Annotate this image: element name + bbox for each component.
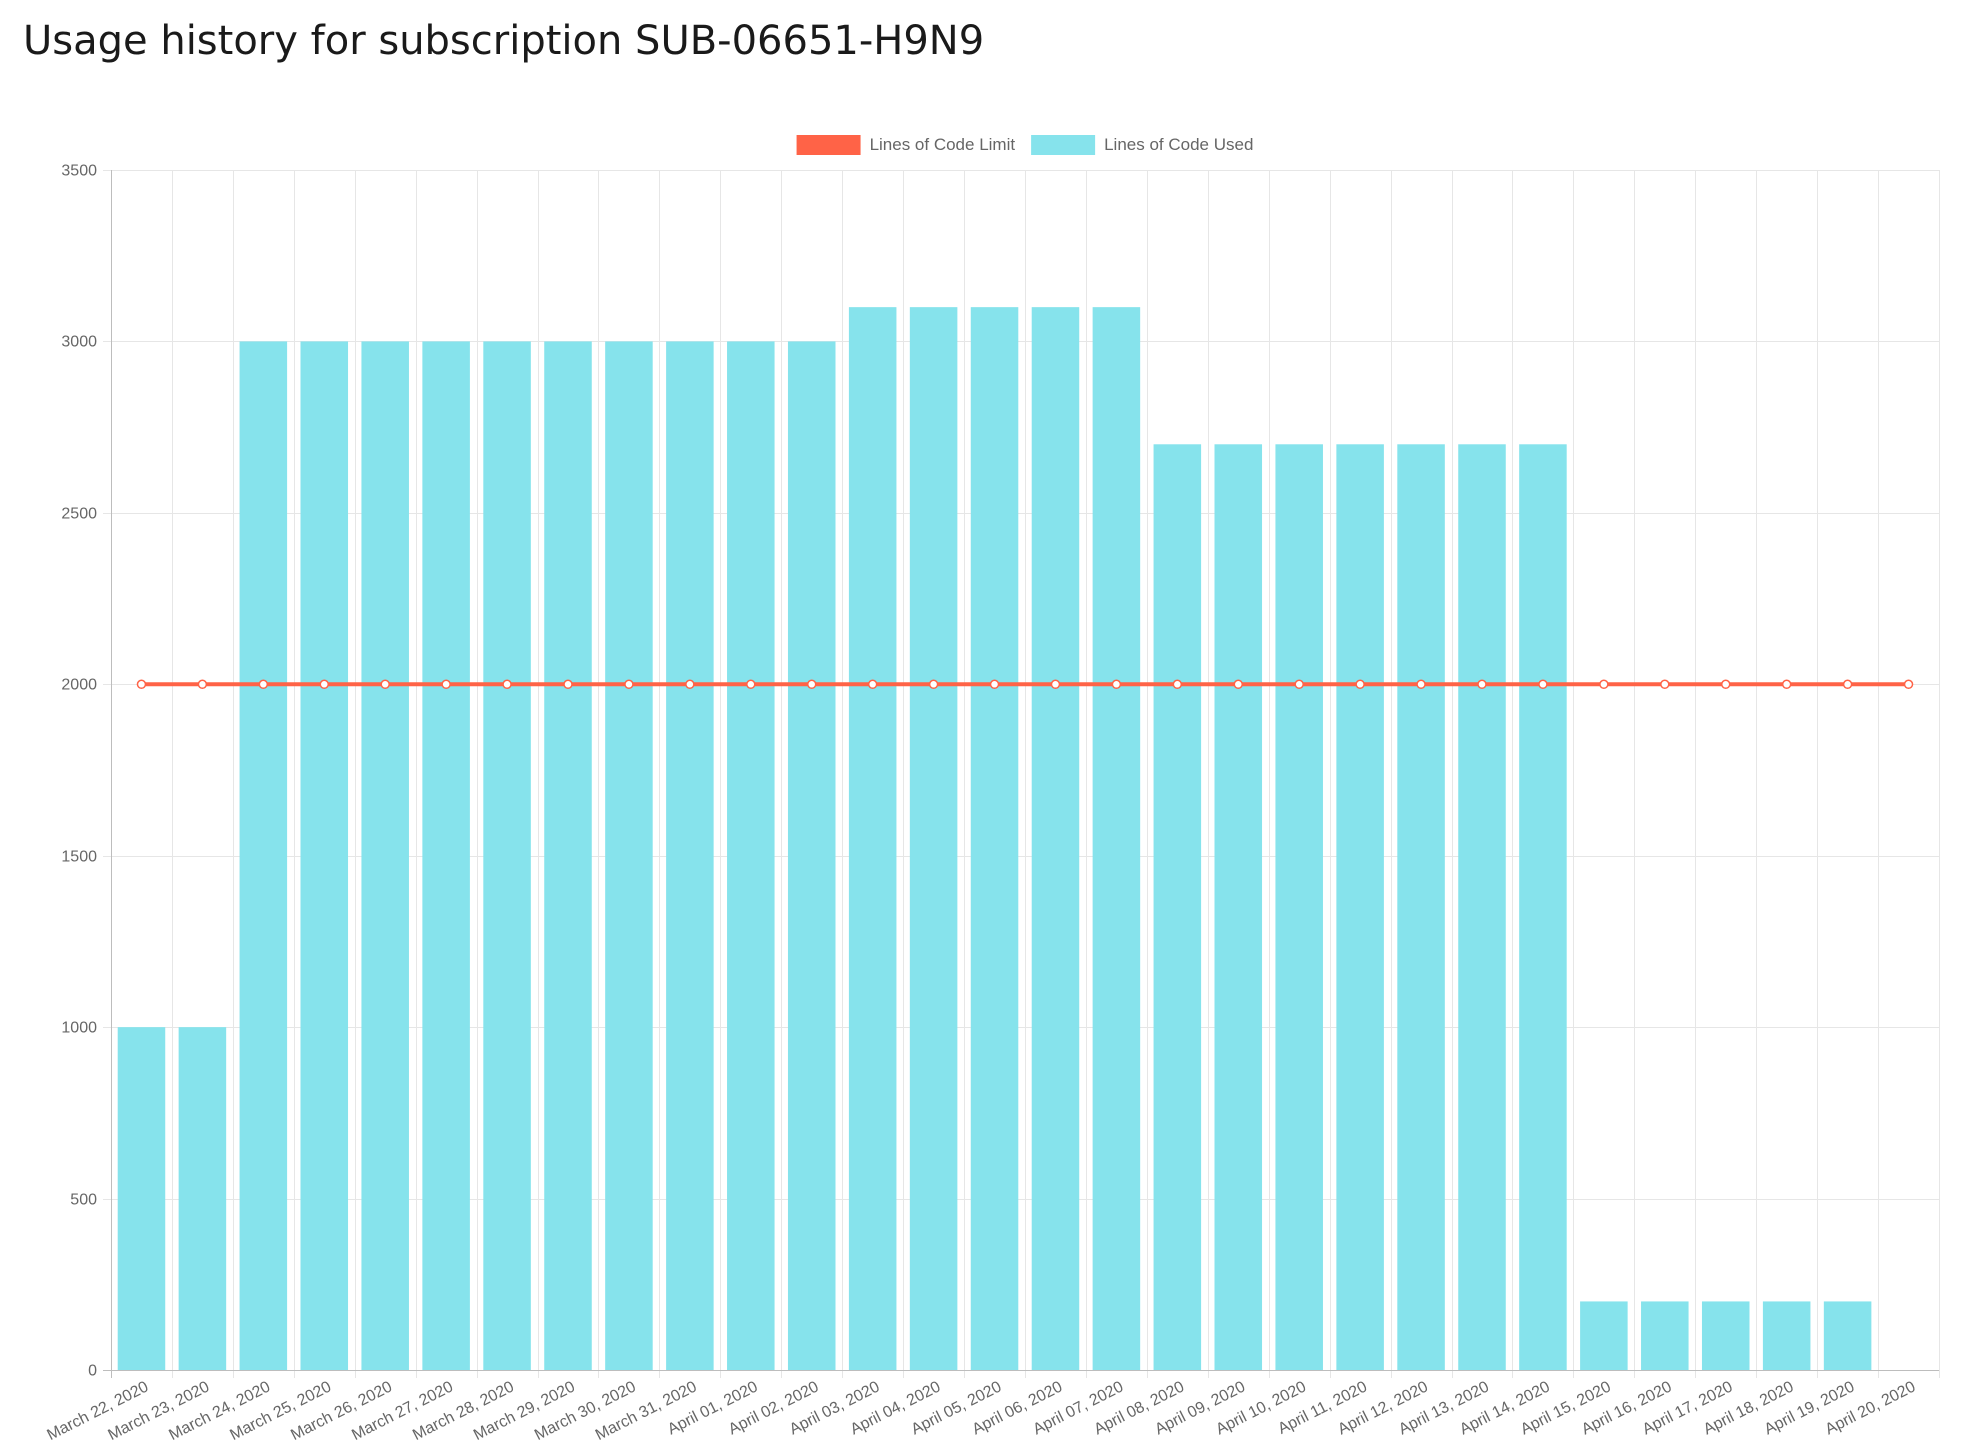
limit-point[interactable] — [258, 679, 269, 690]
limit-point[interactable] — [136, 679, 147, 690]
limit-point[interactable] — [806, 679, 817, 690]
limit-point[interactable] — [563, 679, 573, 690]
legend-item[interactable]: Lines of Code Limit — [796, 135, 1016, 155]
y-tick-label: 2500 — [61, 506, 97, 523]
bar-lines-of-code-used[interactable] — [1641, 1301, 1689, 1370]
grid-layer — [103, 170, 1940, 1378]
usage-chart-svg: 0 500 1000 1500 2000 2500 3000 3500 March 22, 20… — [44, 135, 1940, 1444]
limit-point[interactable] — [1477, 679, 1487, 690]
limit-point[interactable] — [1842, 679, 1853, 690]
x-tick-label: March 28, 2020 — [410, 1378, 517, 1444]
limit-point[interactable] — [624, 679, 634, 690]
bar-lines-of-code-used[interactable] — [1580, 1301, 1628, 1370]
limit-point[interactable] — [928, 679, 939, 690]
bar-lines-of-code-used[interactable] — [1823, 1301, 1872, 1370]
limit-point[interactable] — [1538, 679, 1548, 690]
x-tick-label: March 25, 2020 — [227, 1378, 334, 1444]
limit-point[interactable] — [1172, 679, 1183, 690]
line-layer — [136, 679, 1914, 690]
x-tick-label: March 30, 2020 — [532, 1378, 639, 1444]
limit-point[interactable] — [1720, 679, 1731, 690]
bar-layer — [117, 307, 1872, 1371]
bar-lines-of-code-used[interactable] — [117, 1027, 166, 1370]
y-tick-label: 3000 — [61, 334, 97, 351]
bar-lines-of-code-used[interactable] — [1275, 444, 1323, 1370]
limit-point[interactable] — [1111, 679, 1122, 690]
limit-point[interactable] — [685, 679, 695, 690]
bar-lines-of-code-used[interactable] — [1519, 444, 1567, 1370]
legend-swatch — [1031, 135, 1096, 155]
bar-lines-of-code-used[interactable] — [239, 341, 288, 1370]
y-tick-label: 500 — [70, 1192, 97, 1209]
limit-point[interactable] — [441, 679, 451, 690]
bar-lines-of-code-used[interactable] — [1153, 444, 1202, 1370]
y-tick-label: 3500 — [61, 163, 97, 180]
x-tick-label: March 29, 2020 — [471, 1378, 578, 1444]
legend-label: Lines of Code Limit — [870, 135, 1016, 154]
limit-point[interactable] — [1660, 679, 1670, 690]
x-tick-label: March 26, 2020 — [288, 1378, 395, 1444]
bar-lines-of-code-used[interactable] — [605, 341, 653, 1370]
bar-lines-of-code-used[interactable] — [422, 341, 470, 1370]
limit-point[interactable] — [1599, 679, 1609, 690]
legend-item[interactable]: Lines of Code Used — [1031, 135, 1253, 155]
bar-lines-of-code-used[interactable] — [909, 307, 958, 1371]
limit-point[interactable] — [1233, 679, 1244, 690]
limit-point[interactable] — [989, 679, 1000, 690]
bar-lines-of-code-used[interactable] — [787, 341, 836, 1370]
y-tick-label: 2000 — [61, 677, 97, 694]
limit-point[interactable] — [1050, 679, 1061, 690]
bar-lines-of-code-used[interactable] — [970, 307, 1019, 1371]
x-tick-label: March 31, 2020 — [593, 1378, 700, 1444]
bar-lines-of-code-used[interactable] — [1031, 307, 1080, 1371]
limit-point[interactable] — [867, 679, 878, 690]
limit-point[interactable] — [502, 679, 512, 690]
limit-point[interactable] — [380, 679, 390, 690]
bar-lines-of-code-used[interactable] — [666, 341, 714, 1370]
bar-lines-of-code-used[interactable] — [178, 1027, 227, 1370]
y-tick-label: 1000 — [61, 1020, 97, 1037]
x-tick-label: March 23, 2020 — [105, 1378, 212, 1444]
limit-point[interactable] — [1416, 679, 1426, 690]
usage-history-chart: 0 500 1000 1500 2000 2500 3000 3500 March 22, 20… — [0, 120, 1977, 1456]
bar-lines-of-code-used[interactable] — [848, 307, 897, 1371]
bar-lines-of-code-used[interactable] — [1397, 444, 1445, 1370]
bar-lines-of-code-used[interactable] — [1214, 444, 1263, 1370]
bar-lines-of-code-used[interactable] — [1701, 1301, 1750, 1370]
bar-lines-of-code-used[interactable] — [483, 341, 531, 1370]
bar-lines-of-code-used[interactable] — [1336, 444, 1384, 1370]
limit-point[interactable] — [1294, 679, 1304, 690]
bar-lines-of-code-used[interactable] — [727, 341, 775, 1370]
y-tick-label: 0 — [88, 1363, 97, 1380]
bar-lines-of-code-used[interactable] — [300, 341, 349, 1370]
limit-point[interactable] — [197, 679, 208, 690]
bar-lines-of-code-used[interactable] — [1762, 1301, 1811, 1370]
limit-point[interactable] — [319, 679, 330, 690]
limit-point[interactable] — [1355, 679, 1365, 690]
page-title: Usage history for subscription SUB-06651… — [23, 18, 985, 64]
bar-lines-of-code-used[interactable] — [361, 341, 409, 1370]
x-tick-label: March 27, 2020 — [349, 1378, 456, 1444]
x-tick-label: March 22, 2020 — [44, 1378, 151, 1444]
limit-point[interactable] — [1781, 679, 1792, 690]
bar-lines-of-code-used[interactable] — [1092, 307, 1141, 1371]
limit-point[interactable] — [1903, 679, 1914, 690]
bar-lines-of-code-used[interactable] — [1458, 444, 1506, 1370]
x-tick-label: March 24, 2020 — [166, 1378, 273, 1444]
legend-label: Lines of Code Used — [1104, 135, 1253, 154]
limit-point[interactable] — [746, 679, 756, 690]
bar-lines-of-code-used[interactable] — [544, 341, 592, 1370]
legend-swatch — [796, 135, 861, 155]
y-tick-label: 1500 — [61, 849, 97, 866]
legend[interactable]: Lines of Code Limit Lines of Code Used — [796, 135, 1254, 155]
